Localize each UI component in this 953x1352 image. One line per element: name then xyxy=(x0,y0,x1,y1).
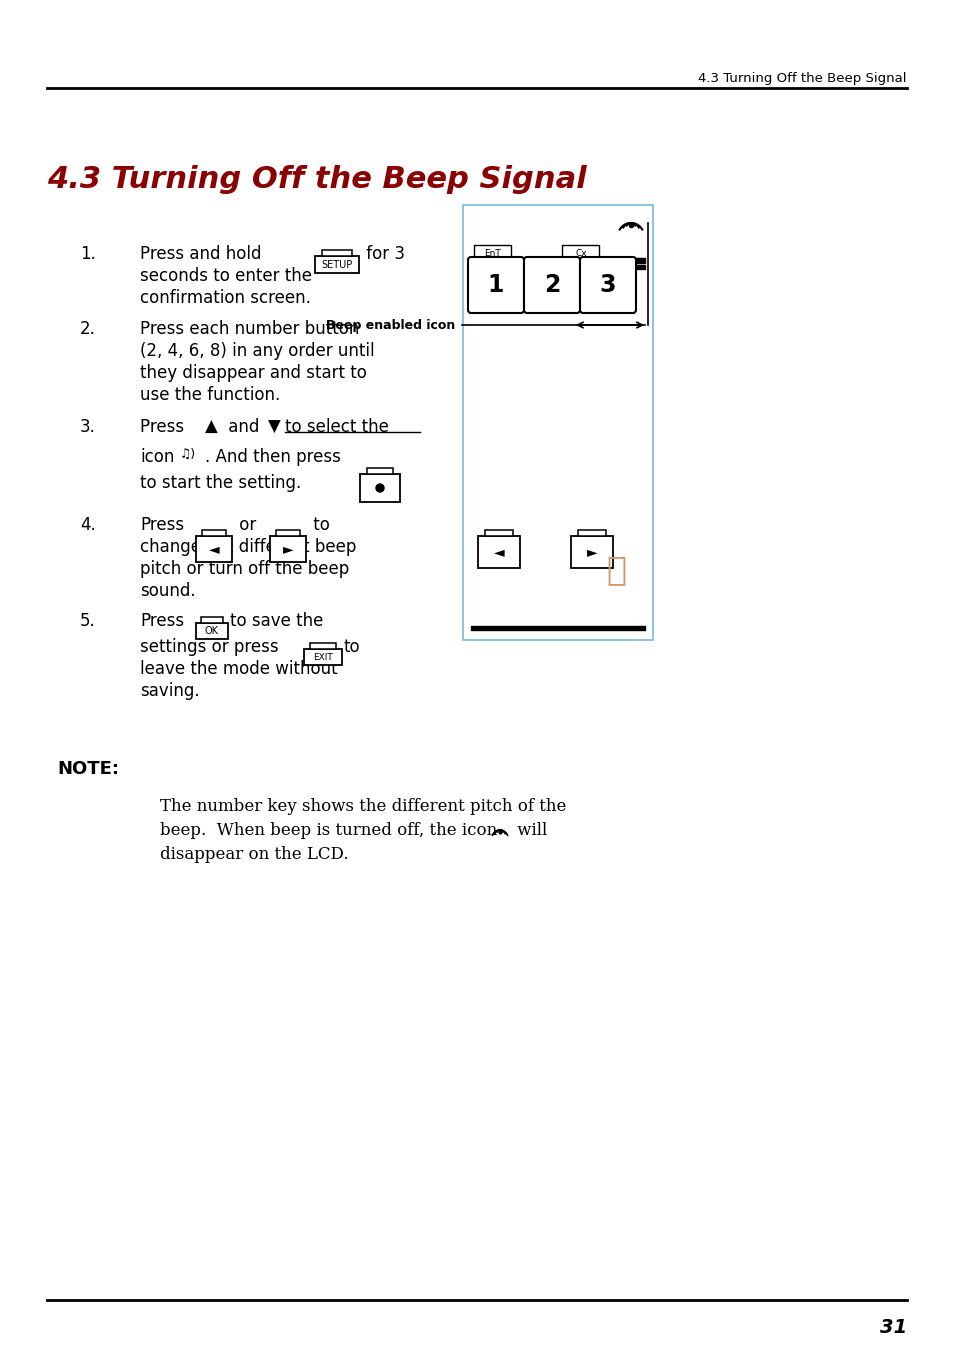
FancyBboxPatch shape xyxy=(310,644,336,649)
Text: to: to xyxy=(308,516,330,534)
Text: to save the: to save the xyxy=(230,612,323,630)
Circle shape xyxy=(375,484,384,492)
Text: or: or xyxy=(233,516,256,534)
FancyBboxPatch shape xyxy=(468,257,523,314)
Text: ◄: ◄ xyxy=(493,545,504,558)
Text: ►: ► xyxy=(586,545,597,558)
FancyBboxPatch shape xyxy=(367,468,393,475)
Text: to: to xyxy=(344,638,360,656)
Text: 1.: 1. xyxy=(80,245,95,264)
Text: ►: ► xyxy=(282,542,293,556)
FancyBboxPatch shape xyxy=(477,535,519,568)
Text: will: will xyxy=(512,822,547,840)
Text: The number key shows the different pitch of the: The number key shows the different pitch… xyxy=(160,798,566,815)
FancyBboxPatch shape xyxy=(321,250,352,256)
Text: confirmation screen.: confirmation screen. xyxy=(140,289,311,307)
Text: 1: 1 xyxy=(487,273,503,297)
Text: 3: 3 xyxy=(599,273,616,297)
Text: Press: Press xyxy=(140,612,184,630)
FancyBboxPatch shape xyxy=(485,530,512,535)
FancyBboxPatch shape xyxy=(462,206,652,639)
Text: (2, 4, 6, 8) in any order until: (2, 4, 6, 8) in any order until xyxy=(140,342,375,360)
Text: disappear on the LCD.: disappear on the LCD. xyxy=(160,846,348,863)
FancyBboxPatch shape xyxy=(562,245,598,264)
Text: settings or press: settings or press xyxy=(140,638,278,656)
Text: ♫): ♫) xyxy=(180,448,196,461)
Text: . And then press: . And then press xyxy=(205,448,340,466)
FancyBboxPatch shape xyxy=(359,475,399,502)
Text: and: and xyxy=(223,418,264,435)
Text: Beep enabled icon: Beep enabled icon xyxy=(325,319,455,331)
Text: 4.: 4. xyxy=(80,516,95,534)
Text: Cx: Cx xyxy=(575,250,586,258)
Text: 5.: 5. xyxy=(80,612,95,630)
FancyBboxPatch shape xyxy=(304,649,341,665)
FancyBboxPatch shape xyxy=(195,535,232,562)
FancyBboxPatch shape xyxy=(571,535,613,568)
FancyBboxPatch shape xyxy=(195,623,228,639)
Text: use the function.: use the function. xyxy=(140,387,280,404)
Text: 2.: 2. xyxy=(80,320,95,338)
Text: ▼: ▼ xyxy=(268,418,280,435)
Text: 4.3 Turning Off the Beep Signal: 4.3 Turning Off the Beep Signal xyxy=(47,165,586,193)
FancyBboxPatch shape xyxy=(578,530,605,535)
Text: leave the mode without: leave the mode without xyxy=(140,660,337,677)
Text: 👉: 👉 xyxy=(605,553,625,587)
Text: they disappear and start to: they disappear and start to xyxy=(140,364,367,383)
FancyBboxPatch shape xyxy=(270,535,306,562)
Text: ▲: ▲ xyxy=(205,418,217,435)
Text: Press and hold: Press and hold xyxy=(140,245,261,264)
FancyBboxPatch shape xyxy=(276,530,299,535)
Text: saving.: saving. xyxy=(140,681,199,700)
FancyBboxPatch shape xyxy=(314,256,358,273)
Text: Press: Press xyxy=(140,516,184,534)
Text: pitch or turn off the beep: pitch or turn off the beep xyxy=(140,560,349,579)
FancyBboxPatch shape xyxy=(579,257,636,314)
Text: change the different beep: change the different beep xyxy=(140,538,356,556)
Text: seconds to enter the: seconds to enter the xyxy=(140,266,312,285)
FancyBboxPatch shape xyxy=(200,617,223,623)
Text: for 3: for 3 xyxy=(360,245,405,264)
Text: beep.  When beep is turned off, the icon: beep. When beep is turned off, the icon xyxy=(160,822,497,840)
Text: 2: 2 xyxy=(543,273,559,297)
Text: OK: OK xyxy=(205,626,219,635)
Text: sound.: sound. xyxy=(140,581,195,600)
Text: icon: icon xyxy=(140,448,174,466)
Text: ◄: ◄ xyxy=(209,542,219,556)
Text: Press each number button: Press each number button xyxy=(140,320,359,338)
FancyBboxPatch shape xyxy=(523,257,579,314)
FancyBboxPatch shape xyxy=(474,245,511,264)
FancyBboxPatch shape xyxy=(202,530,226,535)
Text: to select the: to select the xyxy=(285,418,389,435)
Text: EXIT: EXIT xyxy=(313,653,333,661)
Text: EnT: EnT xyxy=(484,250,501,258)
Text: Press: Press xyxy=(140,418,190,435)
Text: 3.: 3. xyxy=(80,418,95,435)
Text: NOTE:: NOTE: xyxy=(57,760,119,777)
Text: to start the setting.: to start the setting. xyxy=(140,475,301,492)
Text: SETUP: SETUP xyxy=(321,260,353,269)
Text: 31: 31 xyxy=(879,1318,906,1337)
Text: 4.3 Turning Off the Beep Signal: 4.3 Turning Off the Beep Signal xyxy=(698,72,906,85)
